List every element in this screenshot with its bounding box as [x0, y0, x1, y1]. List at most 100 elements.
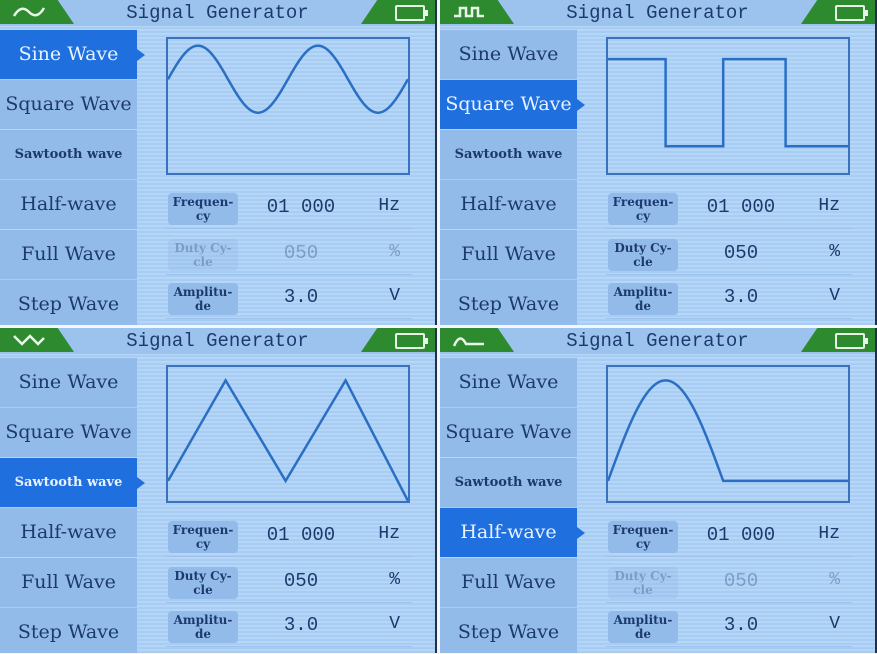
header-bar: Signal Generator: [0, 0, 435, 26]
amplitude-unit: V: [389, 286, 400, 306]
screen-title: Signal Generator: [566, 330, 749, 352]
amplitude-value[interactable]: 3.0: [283, 286, 319, 308]
menu-item-full-wave[interactable]: Full Wave: [440, 558, 577, 607]
menu-item-full-wave[interactable]: Full Wave: [440, 230, 577, 279]
waveform-plot: [168, 367, 408, 501]
amplitude-label: Amplitu- de: [168, 611, 238, 643]
frequency-value[interactable]: 01 000: [706, 524, 776, 546]
battery-icon: [835, 5, 868, 21]
menu-item-square-wave[interactable]: Square Wave: [0, 80, 137, 129]
signal-generator-screen: Signal Generator Sine Wave Square Wave Saw…: [0, 0, 437, 325]
frequency-row[interactable]: Frequen- cy 01 000 Hz: [166, 190, 412, 229]
header-bar: Signal Generator: [0, 328, 435, 354]
waveform-preview: [166, 365, 410, 503]
duty-cycle-row[interactable]: Duty Cy- cle 050 %: [606, 236, 852, 275]
sawtooth-wave-icon: [13, 334, 45, 346]
frequency-row[interactable]: Frequen- cy 01 000 Hz: [166, 518, 412, 557]
menu-item-half-wave[interactable]: Half-wave: [440, 508, 585, 557]
duty-cycle-unit: %: [389, 242, 400, 262]
menu-item-step-wave[interactable]: Step Wave: [0, 280, 137, 325]
waveform-indicator-tab: [0, 328, 74, 352]
menu-item-sine-wave[interactable]: Sine Wave: [0, 30, 145, 79]
amplitude-label: Amplitu- de: [608, 611, 678, 643]
signal-generator-screen: Signal Generator Sine Wave Square Wave Saw…: [440, 0, 877, 325]
menu-item-sine-wave[interactable]: Sine Wave: [0, 358, 137, 407]
menu-item-sawtooth-wave[interactable]: Sawtooth wave: [440, 130, 577, 179]
duty-cycle-row: Duty Cy- cle 050 %: [166, 236, 412, 275]
menu-item-half-wave[interactable]: Half-wave: [440, 180, 577, 229]
screen-title: Signal Generator: [126, 2, 309, 24]
frequency-unit: Hz: [818, 524, 840, 544]
frequency-row[interactable]: Frequen- cy 01 000 Hz: [606, 190, 852, 229]
amplitude-row[interactable]: Amplitu- de 3.0 V: [606, 608, 852, 647]
duty-cycle-label: Duty Cy- cle: [168, 239, 238, 271]
frequency-unit: Hz: [378, 196, 400, 216]
menu-item-square-wave[interactable]: Square Wave: [440, 80, 585, 129]
menu-item-sawtooth-wave[interactable]: Sawtooth wave: [0, 458, 145, 507]
duty-cycle-label: Duty Cy- cle: [608, 567, 678, 599]
waveform-menu: Sine Wave Square Wave Sawtooth wave Half-wa…: [0, 358, 145, 653]
menu-item-full-wave[interactable]: Full Wave: [0, 558, 137, 607]
half-wave-icon: [452, 337, 484, 347]
menu-item-sine-wave[interactable]: Sine Wave: [440, 30, 577, 79]
frequency-row[interactable]: Frequen- cy 01 000 Hz: [606, 518, 852, 557]
duty-cycle-value[interactable]: 050: [283, 570, 319, 592]
duty-cycle-row[interactable]: Duty Cy- cle 050 %: [166, 564, 412, 603]
screen-title: Signal Generator: [126, 330, 309, 352]
amplitude-value[interactable]: 3.0: [283, 614, 319, 636]
frequency-label: Frequen- cy: [168, 521, 238, 553]
frequency-value[interactable]: 01 000: [706, 196, 776, 218]
duty-cycle-value: 050: [723, 570, 759, 592]
amplitude-unit: V: [829, 614, 840, 634]
duty-cycle-row: Duty Cy- cle 050 %: [606, 564, 852, 603]
waveform-preview: [606, 37, 850, 175]
duty-cycle-value: 050: [283, 242, 319, 264]
battery-tab: [361, 328, 435, 352]
amplitude-value[interactable]: 3.0: [723, 614, 759, 636]
battery-tab: [801, 0, 875, 24]
menu-item-step-wave[interactable]: Step Wave: [440, 280, 577, 325]
waveform-menu: Sine Wave Square Wave Sawtooth wave Half-wa…: [440, 358, 585, 653]
waveform-menu: Sine Wave Square Wave Sawtooth wave Half-wa…: [0, 30, 145, 325]
signal-generator-screen: Signal Generator Sine Wave Square Wave Saw…: [440, 328, 877, 653]
frequency-label: Frequen- cy: [608, 193, 678, 225]
amplitude-value[interactable]: 3.0: [723, 286, 759, 308]
waveform-preview: [606, 365, 850, 503]
screen-title: Signal Generator: [566, 2, 749, 24]
waveform-menu: Sine Wave Square Wave Sawtooth wave Half-wa…: [440, 30, 585, 325]
square-wave-icon: [454, 6, 484, 18]
waveform-line: [168, 46, 408, 113]
menu-item-sine-wave[interactable]: Sine Wave: [440, 358, 577, 407]
menu-item-square-wave[interactable]: Square Wave: [0, 408, 137, 457]
frequency-label: Frequen- cy: [168, 193, 238, 225]
sine-wave-icon: [12, 7, 46, 17]
duty-cycle-value[interactable]: 050: [723, 242, 759, 264]
menu-item-half-wave[interactable]: Half-wave: [0, 180, 137, 229]
menu-item-step-wave[interactable]: Step Wave: [0, 608, 137, 653]
menu-item-sawtooth-wave[interactable]: Sawtooth wave: [0, 130, 137, 179]
menu-item-square-wave[interactable]: Square Wave: [440, 408, 577, 457]
frequency-value[interactable]: 01 000: [266, 196, 336, 218]
amplitude-unit: V: [389, 614, 400, 634]
amplitude-row[interactable]: Amplitu- de 3.0 V: [606, 280, 852, 319]
menu-item-full-wave[interactable]: Full Wave: [0, 230, 137, 279]
battery-icon: [835, 333, 868, 349]
menu-item-sawtooth-wave[interactable]: Sawtooth wave: [440, 458, 577, 507]
waveform-plot: [608, 367, 848, 501]
menu-item-step-wave[interactable]: Step Wave: [440, 608, 577, 653]
amplitude-unit: V: [829, 286, 840, 306]
amplitude-label: Amplitu- de: [168, 283, 238, 315]
battery-icon: [395, 5, 428, 21]
amplitude-row[interactable]: Amplitu- de 3.0 V: [166, 608, 412, 647]
menu-item-half-wave[interactable]: Half-wave: [0, 508, 137, 557]
duty-cycle-unit: %: [829, 570, 840, 590]
frequency-label: Frequen- cy: [608, 521, 678, 553]
waveform-line: [608, 59, 848, 146]
waveform-line: [168, 380, 408, 501]
duty-cycle-unit: %: [389, 570, 400, 590]
duty-cycle-label: Duty Cy- cle: [168, 567, 238, 599]
frequency-value[interactable]: 01 000: [266, 524, 336, 546]
amplitude-row[interactable]: Amplitu- de 3.0 V: [166, 280, 412, 319]
header-bar: Signal Generator: [440, 0, 875, 26]
header-bar: Signal Generator: [440, 328, 875, 354]
